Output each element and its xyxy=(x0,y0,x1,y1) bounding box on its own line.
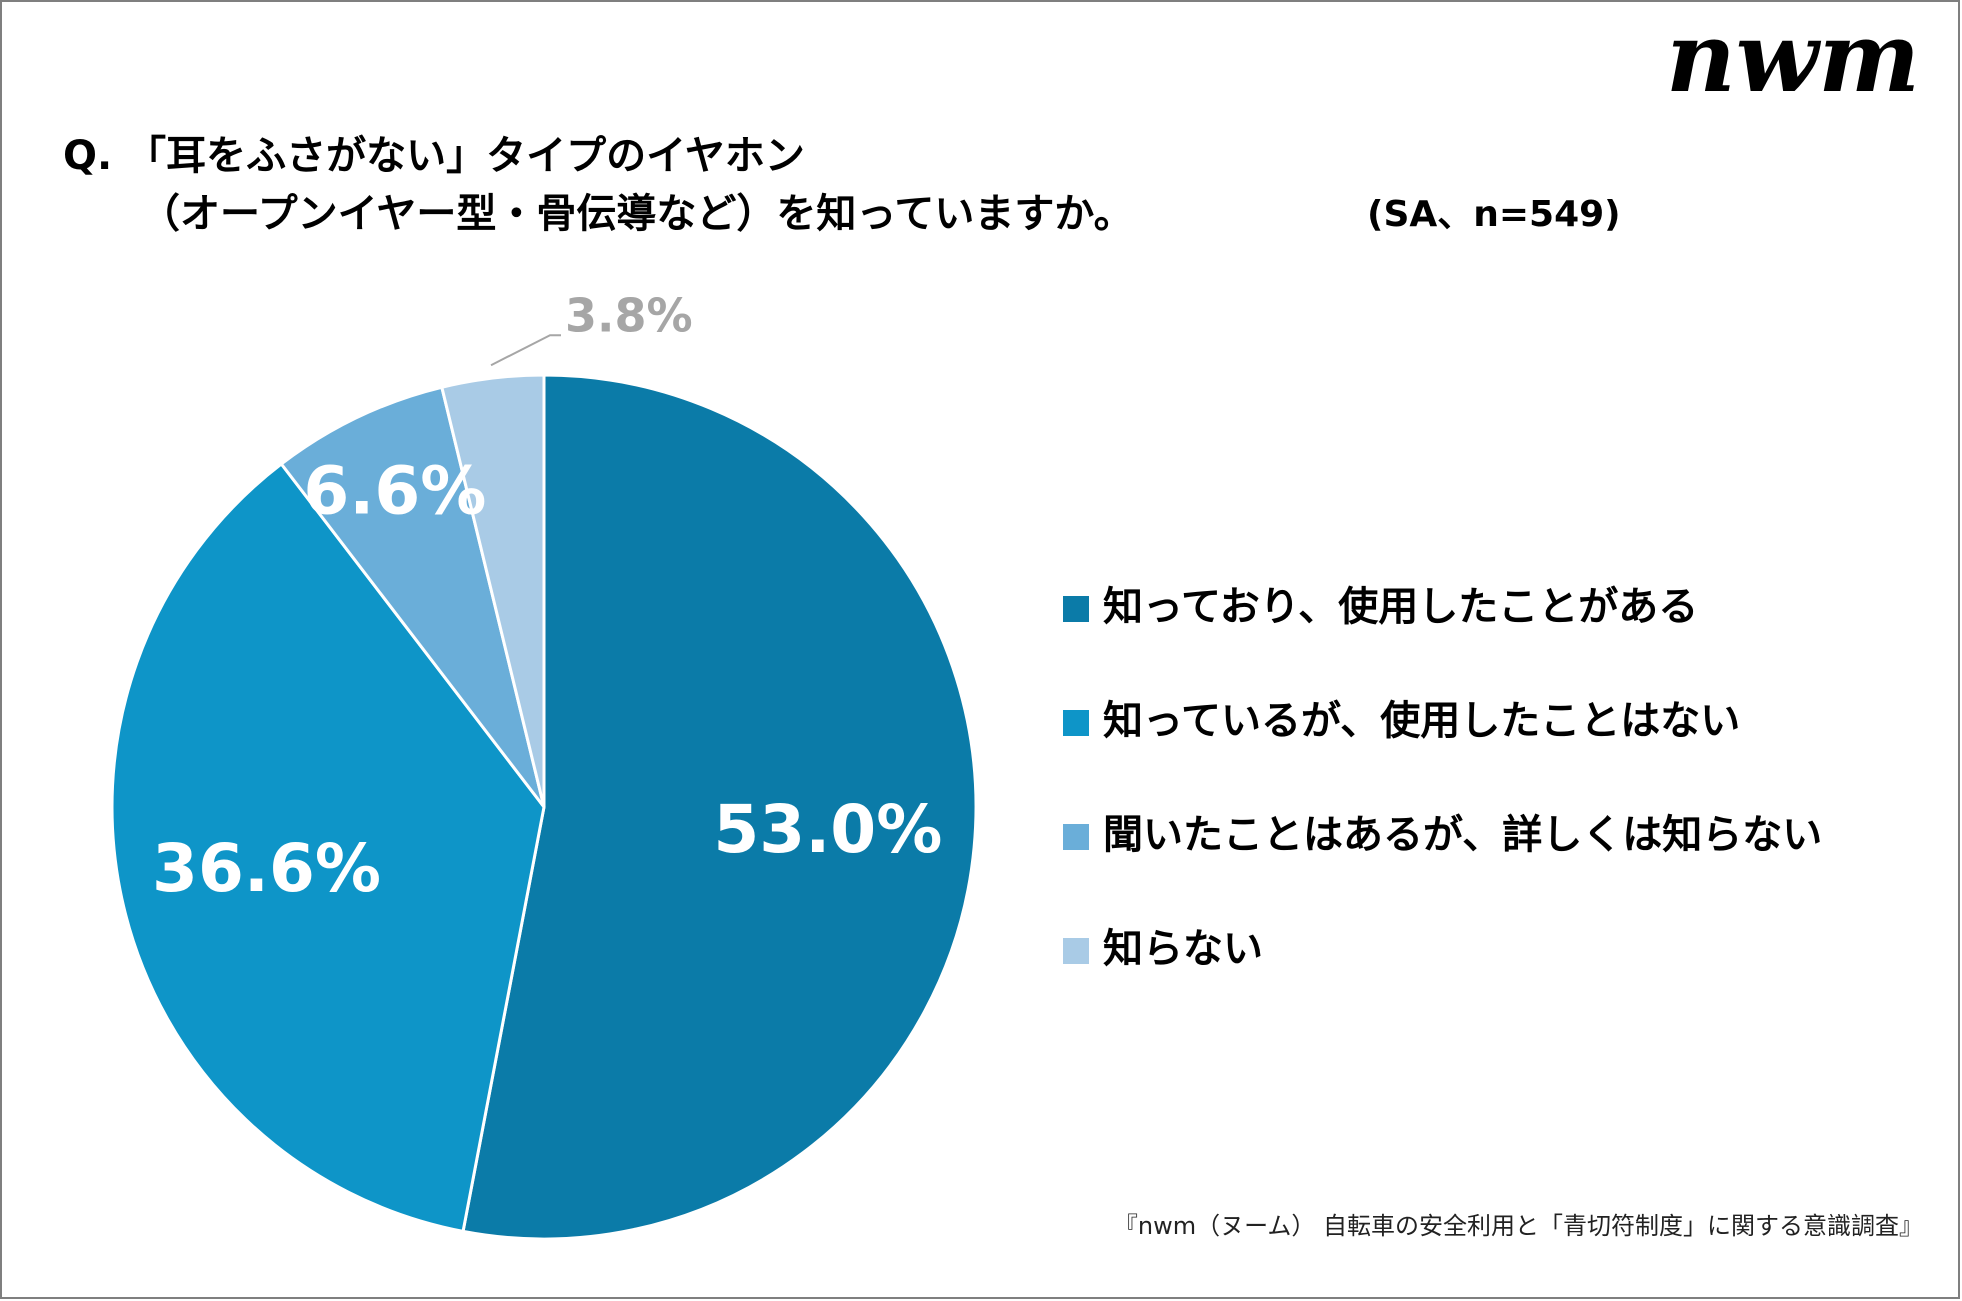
chart-subtitle: (SA、n=549) xyxy=(1367,194,1621,235)
chart-title: （オープンイヤー型・骨伝導など）を知っていますか。 xyxy=(140,191,1134,237)
legend-swatch xyxy=(1063,596,1089,622)
legend-swatch xyxy=(1063,710,1089,736)
legend-label: 知っており、使用したことがある xyxy=(1103,584,1698,630)
footnote: 『nwm（ヌーム） 自転車の安全利用と「青切符制度」に関する意識調査』 xyxy=(1114,1212,1923,1240)
pie-slice xyxy=(110,461,546,1234)
legend-label: 知らない xyxy=(1103,926,1263,972)
legend-label: 聞いたことはあるが、詳しくは知らない xyxy=(1103,812,1822,858)
data-label: 3.8% xyxy=(565,289,693,343)
logo: nwm xyxy=(1666,1,1920,114)
data-label: 53.0% xyxy=(713,791,942,868)
data-label: 36.6% xyxy=(152,830,381,907)
pie-slice xyxy=(461,373,978,1241)
legend-label: 知っているが、使用したことはない xyxy=(1103,698,1740,744)
legend-swatch xyxy=(1063,824,1089,850)
legend-swatch xyxy=(1063,938,1089,964)
pie-slice xyxy=(279,385,546,808)
chart-title: Q. 「耳をふさがない」タイプのイヤホン xyxy=(63,133,805,179)
data-label: 6.6% xyxy=(303,452,486,529)
pie-slice xyxy=(440,373,546,808)
leader-line xyxy=(490,334,562,367)
